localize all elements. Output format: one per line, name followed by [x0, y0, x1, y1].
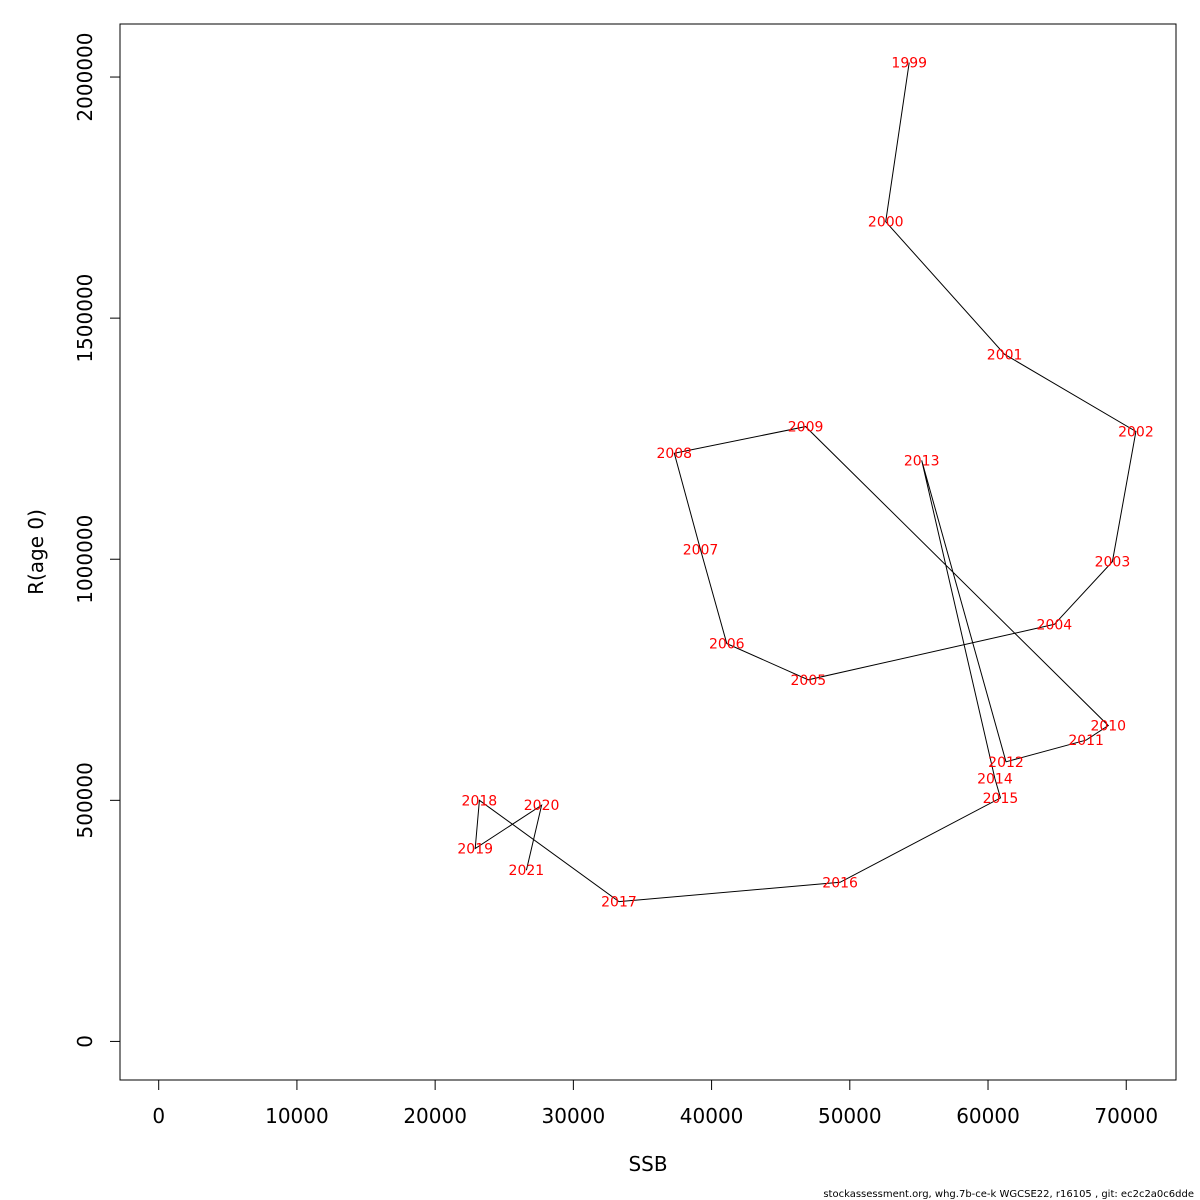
x-tick-label: 10000	[265, 1104, 329, 1128]
year-label-2000: 2000	[868, 215, 904, 231]
footer-credit: stockassessment.org, whg.7b-ce-k WGCSE22…	[823, 1189, 1194, 1200]
year-label-1999: 1999	[891, 56, 927, 72]
year-label-2020: 2020	[524, 798, 560, 814]
x-tick-label: 50000	[818, 1104, 882, 1128]
year-label-2021: 2021	[509, 863, 545, 879]
year-labels: 1999 2000 2001 2002 2003 2004 2005 2006 2007 2008…	[457, 56, 1153, 911]
year-label-2015: 2015	[983, 791, 1019, 807]
year-label-2010: 2010	[1090, 719, 1126, 735]
x-tick-label: 40000	[680, 1104, 744, 1128]
year-label-2004: 2004	[1037, 617, 1073, 633]
year-label-2001: 2001	[987, 347, 1023, 363]
year-label-2017: 2017	[601, 895, 637, 911]
x-tick-label: 70000	[1094, 1104, 1158, 1128]
x-axis-label: SSB	[628, 1152, 667, 1176]
x-tick-label: 60000	[956, 1104, 1020, 1128]
year-label-2009: 2009	[788, 420, 824, 436]
trajectory-line	[474, 62, 1137, 903]
y-axis-label: R(age 0)	[24, 509, 48, 595]
x-tick-label: 0	[152, 1104, 165, 1128]
year-label-2011: 2011	[1068, 733, 1104, 749]
x-axis: 0 10000 20000 30000 40000 50000 60000 70000	[152, 1079, 1158, 1128]
year-label-2007: 2007	[683, 543, 719, 559]
y-axis: 0 500000 1000000 1500000 2000000	[73, 33, 121, 1048]
year-label-2006: 2006	[709, 637, 745, 653]
year-label-2019: 2019	[457, 842, 493, 858]
year-label-2012: 2012	[988, 755, 1024, 771]
y-tick-label: 1000000	[73, 515, 97, 604]
plot-frame	[119, 23, 1177, 1081]
y-tick-label: 1500000	[73, 274, 97, 363]
year-label-2003: 2003	[1095, 555, 1131, 571]
year-label-2005: 2005	[791, 673, 827, 689]
x-tick-label: 20000	[403, 1104, 467, 1128]
year-label-2014: 2014	[977, 772, 1013, 788]
x-tick-label: 30000	[542, 1104, 606, 1128]
y-tick-label: 2000000	[73, 33, 97, 122]
y-tick-label: 500000	[73, 762, 97, 838]
trajectory-series	[474, 62, 1137, 903]
year-label-2018: 2018	[462, 793, 498, 809]
y-tick-label: 0	[73, 1035, 97, 1048]
year-label-2016: 2016	[822, 875, 858, 891]
year-label-2013: 2013	[904, 453, 940, 469]
year-label-2002: 2002	[1118, 424, 1154, 440]
year-label-2008: 2008	[656, 446, 692, 462]
